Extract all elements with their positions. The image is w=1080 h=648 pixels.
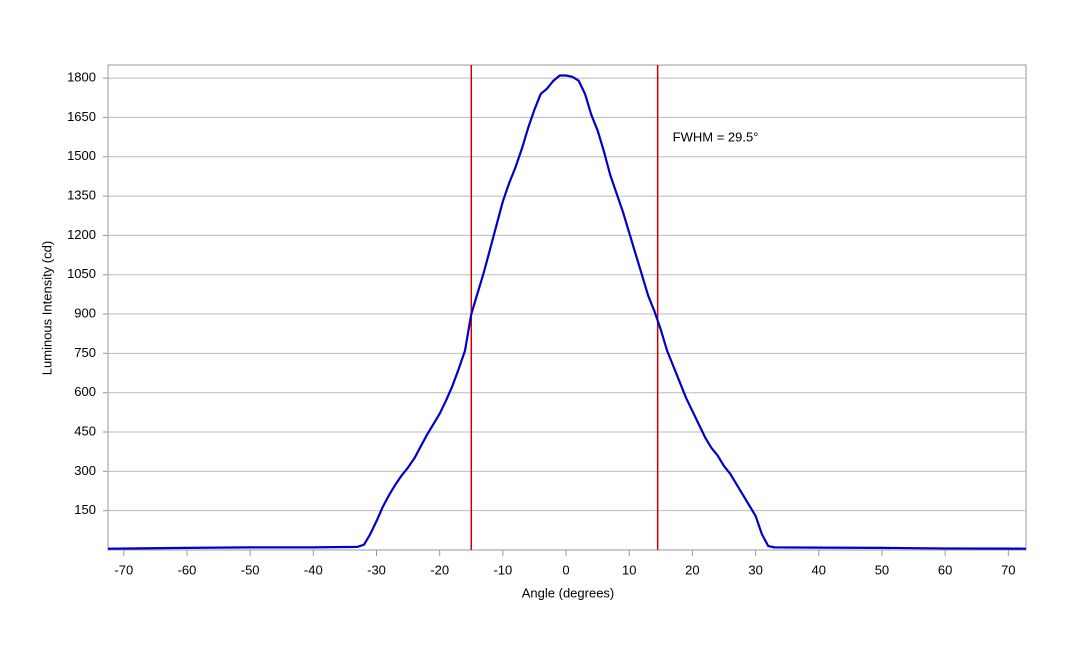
y-tick-label: 1800 [67, 70, 96, 85]
annotation: FWHM = 29.5° [673, 129, 759, 144]
y-tick-label: 300 [74, 463, 96, 478]
y-tick-label: 1350 [67, 188, 96, 203]
y-axis-label: Luminous Intensity (cd) [39, 241, 54, 375]
data-line [107, 74, 1027, 550]
x-tick-label: -70 [114, 562, 133, 577]
x-tick-label: 60 [938, 562, 952, 577]
y-tick-label: 900 [74, 305, 96, 320]
y-tick-label: 1650 [67, 109, 96, 124]
x-tick-label: -30 [367, 562, 386, 577]
y-tick-label: 1050 [67, 266, 96, 281]
x-tick-label: 30 [748, 562, 762, 577]
x-tick-label: -60 [178, 562, 197, 577]
y-tick-label: 1500 [67, 148, 96, 163]
x-tick-label: 20 [685, 562, 699, 577]
x-tick-label: 40 [812, 562, 826, 577]
y-tick-label: 150 [74, 502, 96, 517]
y-tick-label: 600 [74, 384, 96, 399]
x-axis-label: Angle (degrees) [522, 585, 615, 600]
x-tick-label: -50 [241, 562, 260, 577]
x-tick-label: -10 [493, 562, 512, 577]
y-tick-label: 1200 [67, 227, 96, 242]
x-tick-label: -40 [304, 562, 323, 577]
y-tick-label: 450 [74, 423, 96, 438]
x-tick-label: 0 [562, 562, 569, 577]
x-tick-label: 50 [875, 562, 889, 577]
plot-area [107, 64, 1027, 551]
y-tick-label: 750 [74, 345, 96, 360]
x-tick-label: 10 [622, 562, 636, 577]
x-tick-label: -20 [430, 562, 449, 577]
x-tick-label: 70 [1001, 562, 1015, 577]
